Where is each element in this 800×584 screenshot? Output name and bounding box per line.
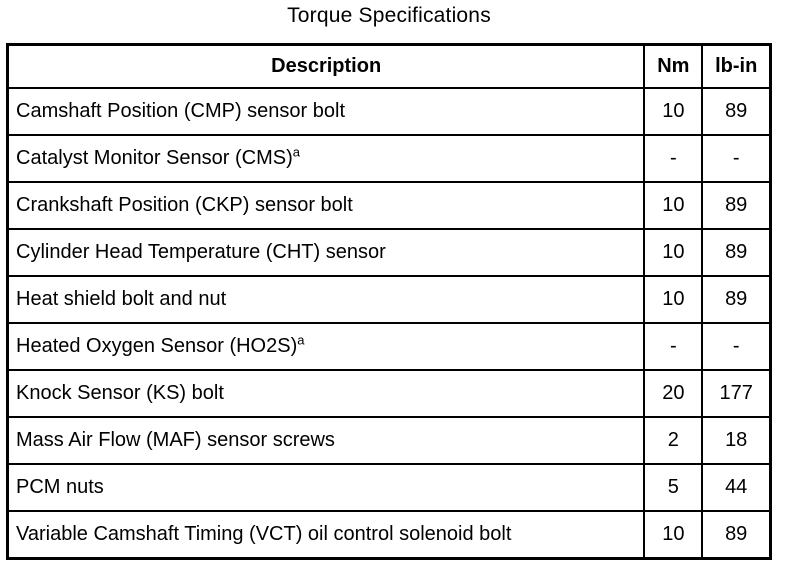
description-cell: Variable Camshaft Timing (VCT) oil contr…	[6, 510, 646, 560]
lb-in-value-cell: 89	[701, 181, 772, 230]
description-cell: Mass Air Flow (MAF) sensor screws	[6, 416, 646, 465]
table-row: Knock Sensor (KS) bolt 20 177	[6, 369, 772, 418]
description-text: Mass Air Flow (MAF) sensor screws	[16, 429, 335, 451]
page-title: Torque Specifications	[287, 4, 491, 27]
description-cell: Heated Oxygen Sensor (HO2S)a	[6, 322, 646, 371]
nm-value-cell: 10	[643, 87, 704, 136]
lb-in-value-cell: -	[701, 322, 772, 371]
description-cell: Cylinder Head Temperature (CHT) sensor	[6, 228, 646, 277]
lb-in-value-cell: 177	[701, 369, 772, 418]
table-row: PCM nuts 5 44	[6, 463, 772, 512]
nm-value-cell: 10	[643, 181, 704, 230]
nm-value-cell: 10	[643, 228, 704, 277]
description-text: Heated Oxygen Sensor (HO2S)	[16, 335, 298, 357]
table-row: Camshaft Position (CMP) sensor bolt 10 8…	[6, 87, 772, 136]
description-text: Variable Camshaft Timing (VCT) oil contr…	[16, 523, 512, 545]
description-text: Knock Sensor (KS) bolt	[16, 382, 224, 404]
description-text: Catalyst Monitor Sensor (CMS)	[16, 147, 293, 169]
description-cell: Camshaft Position (CMP) sensor bolt	[6, 87, 646, 136]
lb-in-value-cell: 18	[701, 416, 772, 465]
torque-spec-table: Description Nm lb-in Camshaft Position (…	[6, 43, 772, 560]
table-row: Heated Oxygen Sensor (HO2S)a - -	[6, 322, 772, 371]
table-row: Mass Air Flow (MAF) sensor screws 2 18	[6, 416, 772, 465]
nm-value-cell: 20	[643, 369, 704, 418]
footnote-marker: a	[292, 144, 300, 160]
lb-in-value-cell: 89	[701, 510, 772, 560]
description-text: Cylinder Head Temperature (CHT) sensor	[16, 241, 386, 263]
table-header-row: Description Nm lb-in	[6, 43, 772, 89]
table-row: Cylinder Head Temperature (CHT) sensor 1…	[6, 228, 772, 277]
table-row: Variable Camshaft Timing (VCT) oil contr…	[6, 510, 772, 560]
description-cell: Crankshaft Position (CKP) sensor bolt	[6, 181, 646, 230]
column-header-description: Description	[6, 43, 646, 89]
table-body: Camshaft Position (CMP) sensor bolt 10 8…	[6, 87, 772, 560]
lb-in-value-cell: -	[701, 134, 772, 183]
description-cell: Heat shield bolt and nut	[6, 275, 646, 324]
description-text: Crankshaft Position (CKP) sensor bolt	[16, 194, 353, 216]
description-cell: PCM nuts	[6, 463, 646, 512]
column-header-lb-in: lb-in	[701, 43, 772, 89]
nm-value-cell: 10	[643, 275, 704, 324]
nm-value-cell: -	[643, 134, 704, 183]
nm-value-cell: 2	[643, 416, 704, 465]
nm-value-cell: -	[643, 322, 704, 371]
description-text: Heat shield bolt and nut	[16, 288, 227, 310]
nm-value-cell: 5	[643, 463, 704, 512]
lb-in-value-cell: 89	[701, 228, 772, 277]
description-text: Camshaft Position (CMP) sensor bolt	[16, 100, 346, 122]
description-cell: Knock Sensor (KS) bolt	[6, 369, 646, 418]
lb-in-value-cell: 89	[701, 87, 772, 136]
description-cell: Catalyst Monitor Sensor (CMS)a	[6, 134, 646, 183]
lb-in-value-cell: 44	[701, 463, 772, 512]
table-row: Heat shield bolt and nut 10 89	[6, 275, 772, 324]
footnote-marker: a	[297, 332, 305, 348]
table-row: Catalyst Monitor Sensor (CMS)a - -	[6, 134, 772, 183]
description-text: PCM nuts	[16, 476, 104, 498]
table-row: Crankshaft Position (CKP) sensor bolt 10…	[6, 181, 772, 230]
nm-value-cell: 10	[643, 510, 704, 560]
column-header-nm: Nm	[643, 43, 704, 89]
lb-in-value-cell: 89	[701, 275, 772, 324]
